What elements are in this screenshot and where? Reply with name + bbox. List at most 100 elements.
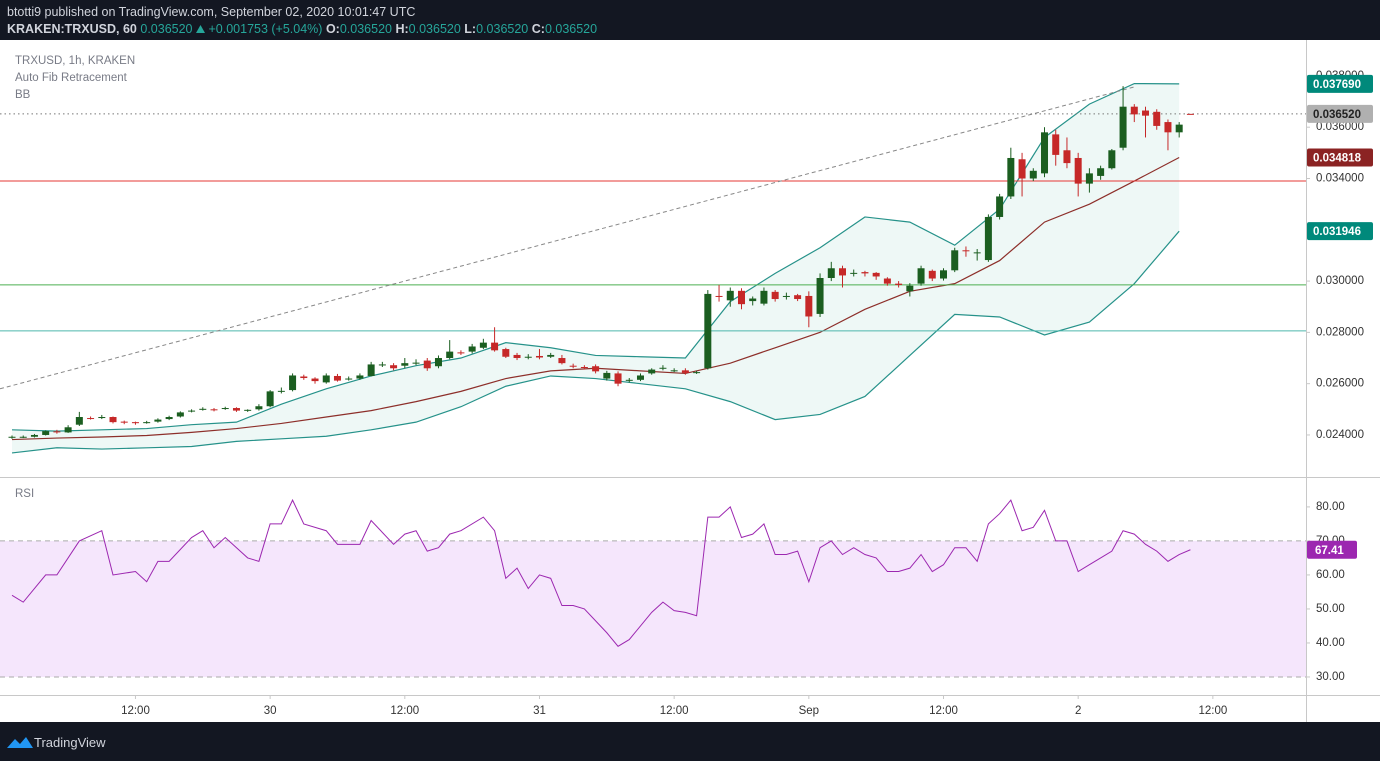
x-tick-label: 12:00 (660, 705, 689, 717)
price-label-box (1307, 222, 1373, 241)
candle-body (928, 270, 936, 279)
candle-body (322, 375, 330, 383)
footer: TradingView (0, 722, 1380, 761)
y-tick-label: 30.00 (1316, 671, 1345, 683)
main-pane (0, 82, 1306, 454)
candle-body (1130, 106, 1138, 115)
price-label: 0.034818 (1313, 153, 1362, 165)
candle-body (940, 270, 948, 279)
rsi-title: RSI (15, 488, 34, 500)
candle-body (412, 362, 420, 364)
candle-body (816, 278, 824, 314)
candle-body (850, 272, 858, 274)
candle-body (221, 408, 229, 410)
x-tick-label: 2 (1075, 705, 1081, 717)
candle-body (423, 360, 431, 369)
candle-body (794, 295, 802, 300)
band-upper (11, 82, 1180, 432)
candle-body (468, 346, 476, 352)
candle-body (580, 367, 588, 368)
candle-body (861, 272, 869, 274)
candle-body (300, 376, 308, 379)
candle-body (289, 375, 297, 391)
candle-body (401, 363, 409, 366)
candle-body (98, 417, 106, 419)
x-tick-label: 12:00 (929, 705, 958, 717)
candle-body (345, 378, 353, 380)
y-tick-label: 80.00 (1316, 501, 1345, 513)
candle-body (917, 268, 925, 284)
candle-body (1007, 157, 1015, 197)
candle-body (109, 417, 117, 423)
candle-body (479, 342, 487, 348)
price-label: 0.036520 (1313, 109, 1361, 121)
candle-body (1085, 173, 1093, 184)
band-lower (11, 230, 1180, 454)
price-label-box (1307, 104, 1373, 123)
candle-body (42, 431, 50, 435)
candle-body (1164, 122, 1172, 133)
candle-body (962, 250, 970, 252)
candle-body (614, 373, 622, 384)
header: btotti9 published on TradingView.com, Se… (0, 0, 1380, 40)
x-tick-label: 30 (264, 705, 277, 717)
axes: 0.024000 0.026000 0.028000 0.030000 0.034000… (121, 70, 1373, 717)
y-tick-label: 0.030000 (1316, 275, 1364, 287)
candle-body (838, 268, 846, 276)
candle-body (210, 409, 218, 411)
legend-fib: Auto Fib Retracement (15, 72, 128, 84)
candle-body (1175, 124, 1183, 133)
candle-body (143, 422, 151, 424)
ohlc-key: L: (464, 22, 477, 36)
candle-body (457, 352, 465, 354)
ohlc-key: O: (325, 22, 340, 36)
rsi-band (0, 540, 1306, 677)
candle-body (737, 290, 745, 305)
candle-body (53, 431, 61, 433)
rsi-line (11, 498, 1191, 648)
candle-body (311, 378, 319, 382)
candle-body (1074, 157, 1082, 184)
y-tick-label: 40.00 (1316, 637, 1345, 649)
candle-body (726, 290, 734, 301)
candle-body (120, 421, 128, 423)
candle-body (883, 278, 891, 284)
candle-body (390, 365, 398, 369)
candle-body (547, 354, 555, 357)
candle-body (1041, 132, 1049, 174)
candle-body (8, 436, 16, 438)
candle-body (659, 367, 667, 369)
rsi-label: 67.41 (1315, 545, 1344, 557)
candle-body (1142, 110, 1150, 116)
change: +0.001753 (+5.04%) (208, 22, 323, 36)
candle-body (446, 351, 454, 359)
ohlc-key: H: (395, 22, 409, 36)
candle-body (558, 358, 566, 364)
x-tick-label: 12:00 (121, 705, 150, 717)
ohlc-key: C: (531, 22, 545, 36)
publisher: btotti9 published on TradingView.com, Se… (7, 5, 416, 19)
candle-body (625, 379, 633, 381)
price-label-box (1307, 148, 1373, 167)
candle-body (176, 412, 184, 417)
candle-body (693, 372, 701, 374)
candle-body (165, 417, 173, 420)
candle-body (681, 370, 689, 373)
candle-body (1018, 159, 1026, 179)
candle-body (535, 355, 543, 358)
price-label: 0.031946 (1313, 226, 1361, 238)
candle-body (367, 364, 375, 376)
candle-body (1186, 113, 1194, 115)
candle-body (805, 295, 813, 317)
candle-body (524, 356, 532, 358)
logo (7, 737, 33, 748)
candle-body (199, 408, 207, 410)
y-tick-label: 0.026000 (1316, 378, 1364, 390)
rsi-pane (0, 498, 1306, 678)
candle-body (19, 436, 27, 438)
candle-body (715, 295, 723, 297)
candle-body (996, 196, 1004, 217)
candle-body (513, 354, 521, 359)
x-tick-label: 12:00 (1198, 705, 1227, 717)
